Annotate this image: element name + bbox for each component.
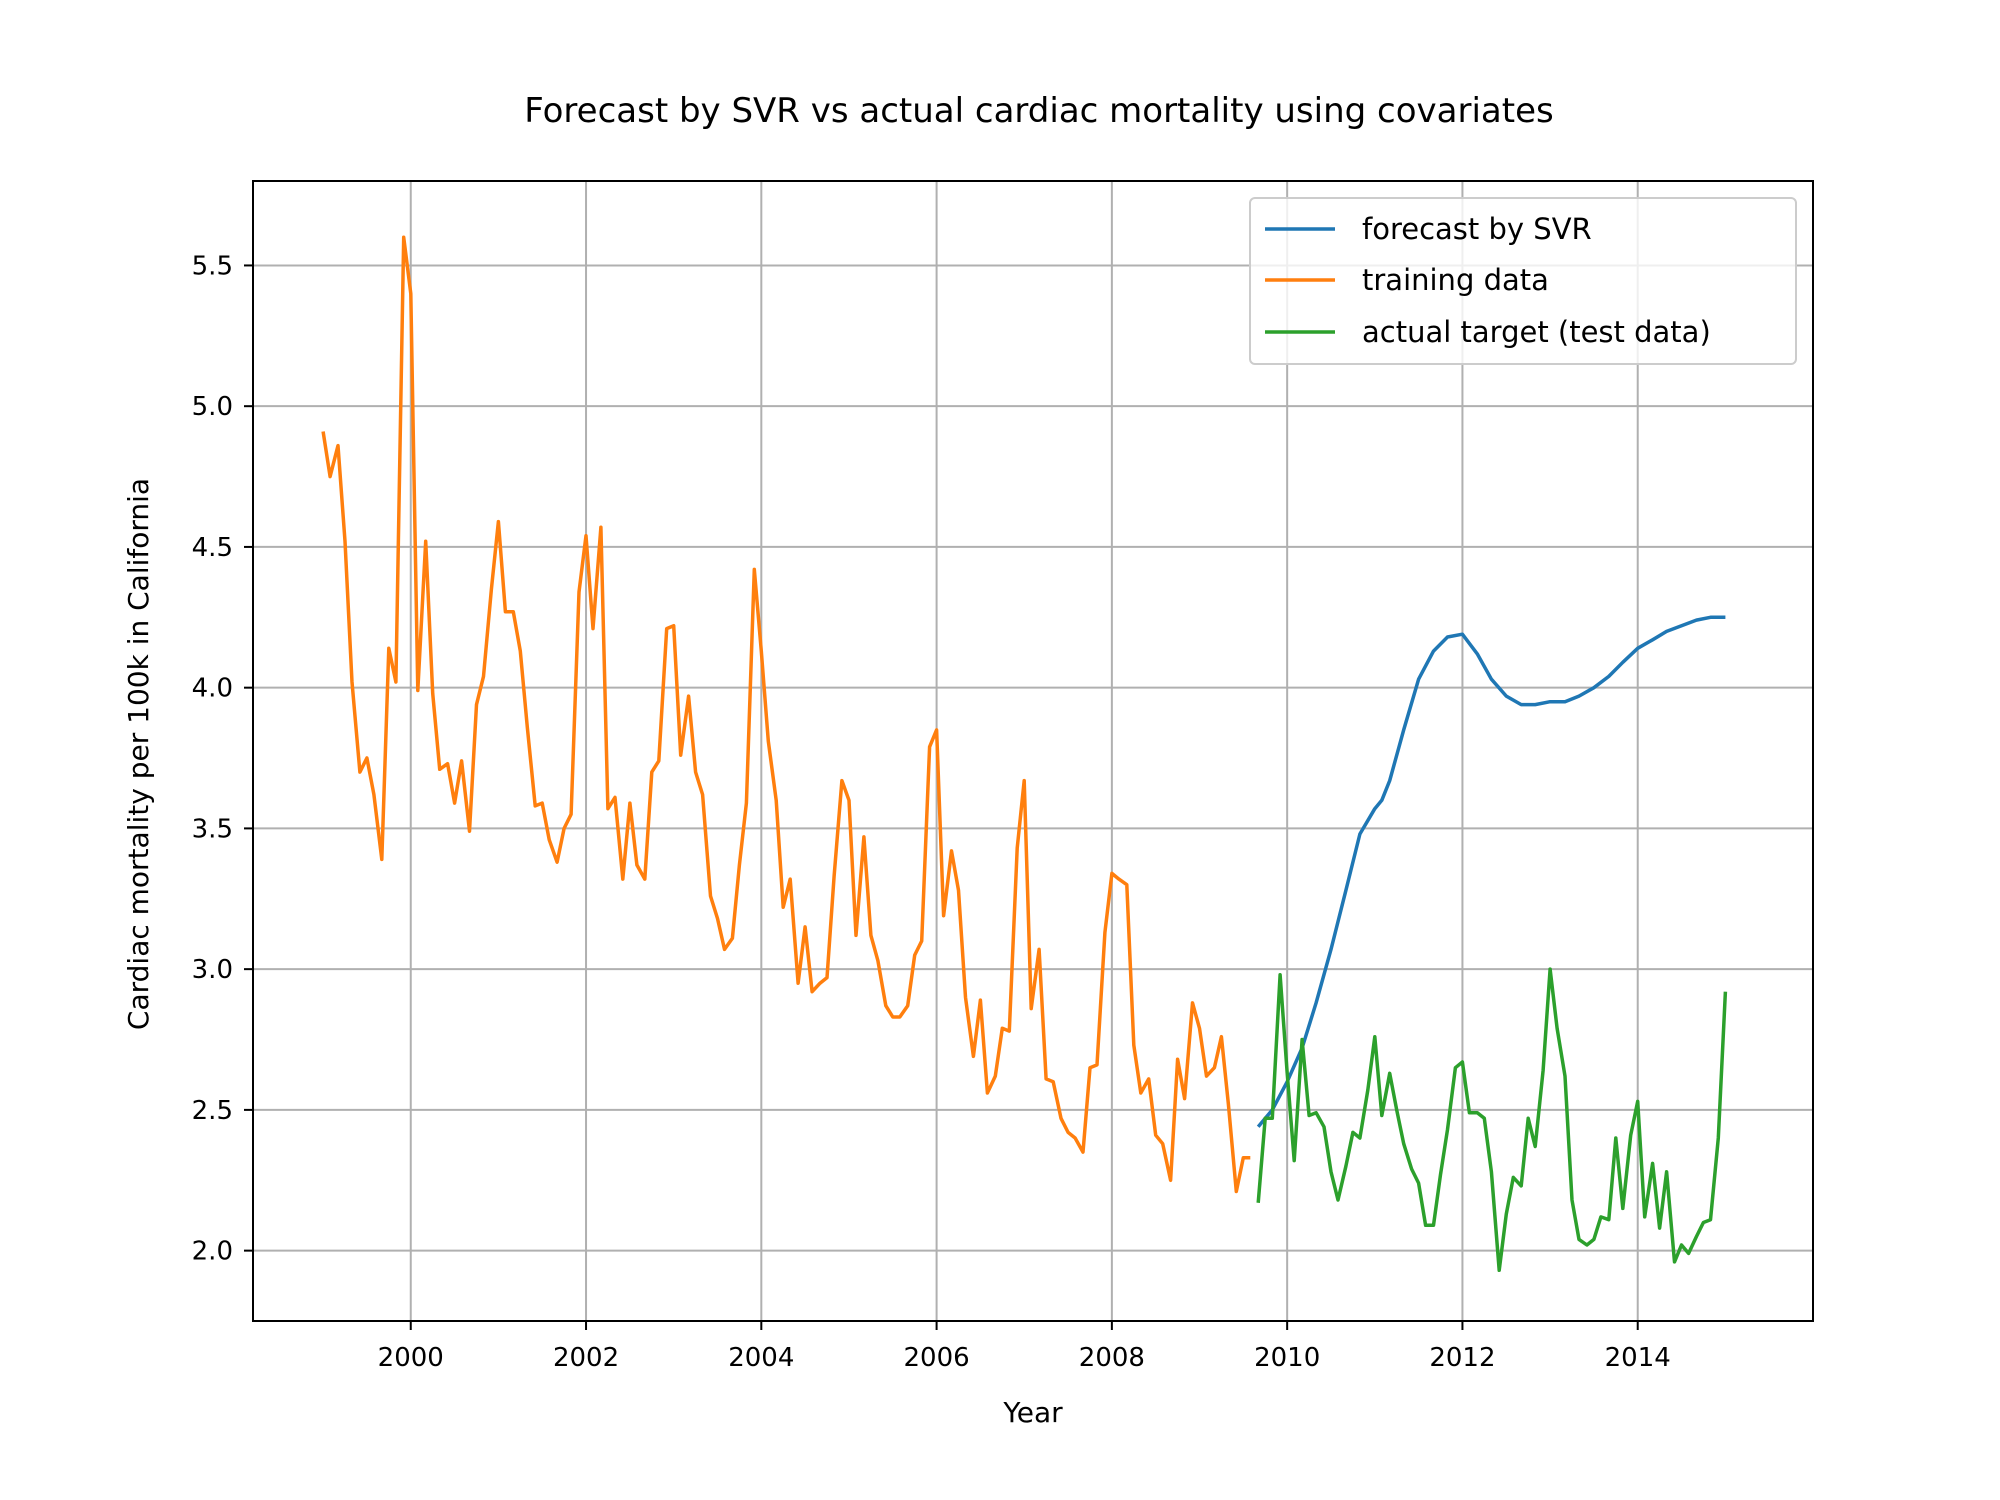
legend-label-actual: actual target (test data) bbox=[1362, 315, 1711, 349]
plot-lines bbox=[321, 235, 1728, 1273]
x-tick-label: 2004 bbox=[728, 1343, 794, 1373]
x-tick-label: 2006 bbox=[904, 1343, 970, 1373]
x-tick-label: 2010 bbox=[1254, 1343, 1320, 1373]
forecast-series-line bbox=[1256, 615, 1726, 1128]
grid bbox=[253, 181, 1813, 1321]
y-tick-label: 3.5 bbox=[192, 814, 233, 844]
y-tick-label: 3.0 bbox=[192, 955, 233, 985]
actual-series-line bbox=[1256, 967, 1728, 1273]
y-tick-label: 2.0 bbox=[192, 1237, 233, 1267]
y-tick-label: 2.5 bbox=[192, 1096, 233, 1126]
legend-label-forecast: forecast by SVR bbox=[1362, 212, 1592, 246]
x-tick-label: 2012 bbox=[1429, 1343, 1495, 1373]
x-tick-label: 2002 bbox=[553, 1343, 619, 1373]
x-axis-title: Year bbox=[1002, 1396, 1063, 1429]
axis-ticks: 2000 2002 2004 2006 2008 2010 2012 2014 2.0 2.5 3.… bbox=[192, 251, 1671, 1373]
legend-label-training: training data bbox=[1362, 263, 1549, 297]
y-tick-label: 5.0 bbox=[192, 392, 233, 422]
legend: forecast by SVR training data actual tar… bbox=[1249, 197, 1797, 365]
chart-title: Forecast by SVR vs actual cardiac mortal… bbox=[524, 91, 1553, 131]
legend-frame bbox=[1249, 197, 1797, 365]
y-tick-label: 4.0 bbox=[192, 674, 233, 704]
y-tick-label: 5.5 bbox=[192, 251, 233, 281]
plot-area-frame bbox=[252, 180, 1814, 1322]
x-tick-label: 2000 bbox=[378, 1343, 444, 1373]
y-tick-label: 4.5 bbox=[192, 533, 233, 563]
x-tick-label: 2008 bbox=[1079, 1343, 1145, 1373]
x-tick-label: 2014 bbox=[1605, 1343, 1671, 1373]
y-axis-title: Cardiac mortality per 100k in California bbox=[122, 478, 155, 1030]
training-series-line bbox=[321, 235, 1251, 1194]
